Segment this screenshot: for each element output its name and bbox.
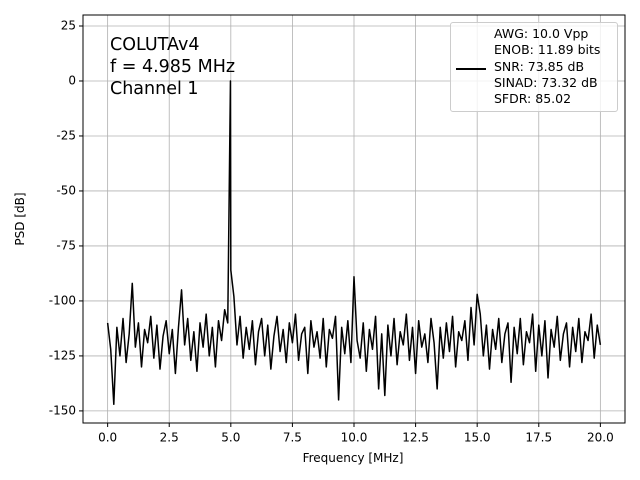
x-tick-label: 7.5	[283, 431, 302, 445]
spectrum-line	[106, 80, 602, 406]
legend-swatch	[456, 68, 486, 70]
legend-label: AWG: 10.0 Vpp ENOB: 11.89 bits SNR: 73.8…	[494, 26, 601, 107]
x-tick-label: 20.0	[587, 431, 614, 445]
annotation: Channel 1	[110, 79, 199, 99]
legend: AWG: 10.0 Vpp ENOB: 11.89 bits SNR: 73.8…	[450, 22, 618, 112]
y-tick-label: -150	[49, 403, 76, 417]
ticks: 0.0 2.5 5.0 7.5 10.0 12.5 15.0 17.5 20.0 25 0 -25 -5…	[49, 18, 614, 444]
y-tick-label: 25	[61, 18, 76, 32]
annotation: f = 4.985 MHz	[110, 57, 235, 77]
y-tick-label: -100	[49, 293, 76, 307]
x-tick-label: 17.5	[525, 431, 552, 445]
x-tick-label: 15.0	[464, 431, 491, 445]
y-axis-label: PSD [dB]	[13, 192, 27, 245]
y-tick-label: 0	[68, 73, 76, 87]
y-tick-label: -25	[56, 128, 76, 142]
y-tick-label: -125	[49, 348, 76, 362]
y-tick-label: -75	[56, 238, 76, 252]
x-tick-label: 5.0	[221, 431, 240, 445]
x-axis-label: Frequency [MHz]	[303, 451, 404, 465]
x-tick-label: 2.5	[160, 431, 179, 445]
x-tick-label: 0.0	[98, 431, 117, 445]
data-lines	[106, 80, 602, 406]
x-tick-label: 12.5	[402, 431, 429, 445]
x-tick-label: 10.0	[341, 431, 368, 445]
y-tick-label: -50	[56, 183, 76, 197]
annotation: COLUTAv4	[110, 35, 199, 55]
